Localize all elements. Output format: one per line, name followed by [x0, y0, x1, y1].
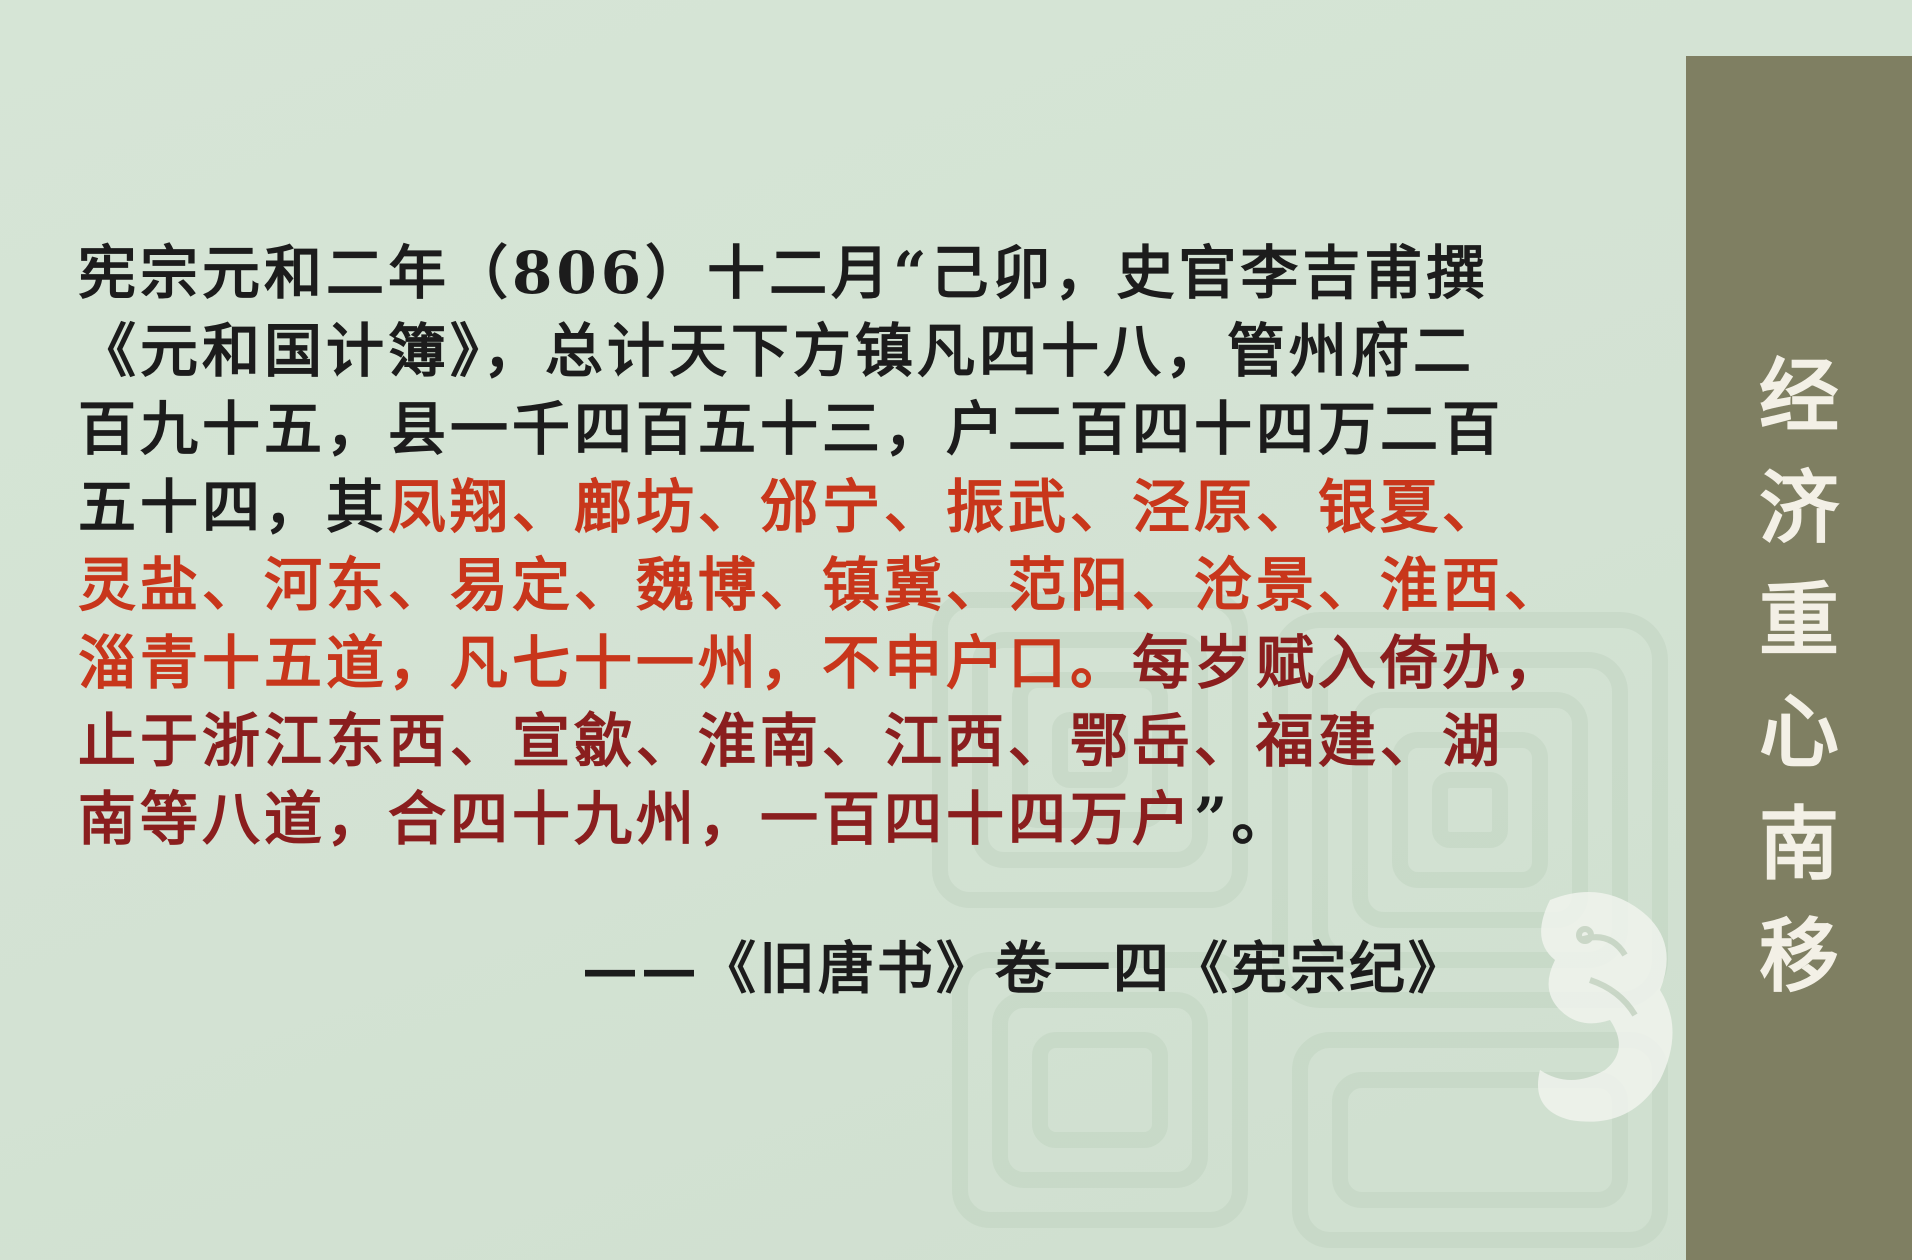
- side-title-char: 重: [1759, 573, 1839, 667]
- side-title: 经 济 重 心 南 移: [1686, 340, 1912, 1012]
- source-citation: ——《旧唐书》卷一四《宪宗纪》: [582, 936, 1467, 1002]
- quote-line-5: 灵盐、河东、易定、魏博、镇冀、范阳、沧景、淮西、: [78, 546, 1598, 624]
- quote-line-3: 百九十五，县一千四百五十三，户二百四十四万二百: [78, 395, 1505, 463]
- quote-line-8: 南等八道，合四十九州，一百四十四万户”。: [78, 780, 1598, 858]
- quote-line-6: 淄青十五道，凡七十一州，不申户口。每岁赋入倚办，: [78, 624, 1598, 702]
- quote-closing: ”。: [1194, 785, 1294, 853]
- quote-line-4: 五十四，其凤翔、鄜坊、邠宁、振武、泾原、银夏、: [78, 468, 1598, 546]
- quote-highlight-maroon: 南等八道，合四十九州，一百四十四万户: [78, 785, 1195, 853]
- quote-highlight-maroon: 每岁赋入倚办，: [1132, 629, 1567, 697]
- quote-line-1: 宪宗元和二年（806）十二月“己卯，史官李吉甫撰: [78, 239, 1489, 307]
- quote-highlight-red: 淄青十五道，凡七十一州，不申户口。: [78, 629, 1133, 697]
- quote-highlight-maroon: 止于浙江东西、宣歙、淮南、江西、鄂岳、福建、湖: [78, 707, 1505, 775]
- quote-text: 五十四，其: [78, 473, 389, 541]
- side-title-char: 南: [1759, 797, 1839, 891]
- quote-highlight-red: 凤翔、鄜坊、邠宁、振武、泾原、银夏、: [388, 473, 1505, 541]
- spiral-pattern-decoration: [932, 592, 1668, 1248]
- dragon-ornament-icon: [1538, 892, 1673, 1122]
- side-title-char: 移: [1759, 909, 1839, 1003]
- side-title-char: 经: [1759, 349, 1839, 443]
- side-title-char: 心: [1759, 685, 1839, 779]
- side-banner: [1686, 56, 1912, 1260]
- side-title-char: 济: [1759, 461, 1839, 555]
- quote-highlight-red: 灵盐、河东、易定、魏博、镇冀、范阳、沧景、淮西、: [78, 551, 1567, 619]
- quote-line-7: 止于浙江东西、宣歙、淮南、江西、鄂岳、福建、湖: [78, 702, 1598, 780]
- quote-block: 宪宗元和二年（806）十二月“己卯，史官李吉甫撰 《元和国计簿》，总计天下方镇凡…: [78, 234, 1598, 858]
- quote-line-2: 《元和国计簿》，总计天下方镇凡四十八，管州府二: [78, 317, 1476, 385]
